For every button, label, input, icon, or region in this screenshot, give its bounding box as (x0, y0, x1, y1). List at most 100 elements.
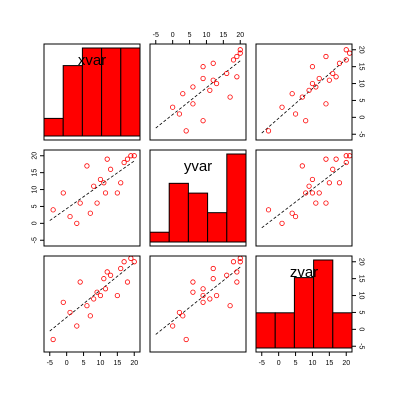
data-point (190, 279, 196, 285)
data-point (323, 53, 329, 60)
x-tick-label: 15 (113, 360, 121, 367)
data-point (114, 190, 120, 196)
data-point (121, 259, 127, 265)
data-point (313, 84, 319, 90)
panel-yvar-vs-zvar (255, 149, 353, 247)
data-point (170, 323, 176, 329)
data-point (343, 159, 349, 166)
data-point (343, 153, 349, 159)
x-tick-label: 20 (130, 360, 138, 367)
regression-line-xvar-vs-yvar (155, 60, 241, 129)
y-tick-label: 10 (358, 80, 365, 88)
y-tick-label: 5 (32, 204, 39, 208)
axes: -5 0 5 10 15 20 -5 0 5 10 15 20 -5 0 5 10 15 20 -5 0 5 10 15 20… (32, 32, 365, 367)
panel-content (49, 153, 137, 226)
variable-label-zvar: zvar (290, 264, 318, 281)
x-tick-label: 5 (294, 360, 298, 367)
data-point (190, 84, 196, 90)
data-point (313, 200, 319, 206)
data-point (84, 163, 90, 169)
histogram-bar-zvar-1 (274, 312, 295, 349)
data-point (200, 64, 206, 70)
panel-frame (149, 149, 247, 247)
data-point (101, 276, 107, 282)
data-point (77, 279, 83, 285)
data-point (176, 111, 183, 117)
data-point (170, 104, 176, 110)
regression-line-zvar-vs-yvar (155, 266, 241, 335)
data-point (200, 75, 206, 82)
panel-xvar-vs-zvar (255, 43, 353, 141)
data-point (309, 64, 316, 70)
x-tick-label: -5 (259, 360, 265, 367)
data-point (180, 91, 186, 97)
variable-label-yvar: yvar (184, 158, 212, 175)
data-point (224, 272, 230, 278)
data-point (237, 47, 243, 53)
panel-content (49, 256, 137, 343)
data-point (190, 289, 196, 295)
data-point (190, 101, 196, 107)
y-tick-label: 0 (358, 115, 365, 119)
data-point (67, 213, 73, 220)
histogram-bar-zvar-0 (256, 312, 276, 349)
y-tick-label: -5 (358, 131, 365, 137)
data-point (87, 210, 93, 216)
data-point (347, 50, 352, 56)
data-point (131, 259, 137, 265)
data-point (183, 336, 189, 343)
x-tick-label: 5 (82, 360, 86, 367)
data-point (309, 176, 316, 183)
data-point (213, 80, 220, 87)
panel-xvar-vs-xvar: xvar (43, 43, 141, 141)
y-tick-label: 15 (32, 169, 39, 177)
data-point (210, 276, 216, 282)
data-point (303, 190, 309, 196)
panel-frame (255, 43, 353, 141)
data-point (333, 74, 339, 80)
data-point (97, 176, 104, 183)
histogram-bar-xvar-1 (62, 65, 83, 137)
data-point (299, 163, 305, 169)
data-point (128, 256, 134, 261)
data-point (330, 70, 336, 77)
data-point (333, 156, 339, 162)
x-tick-label: 10 (97, 360, 105, 367)
x-tick-label: 15 (219, 32, 227, 39)
x-tick-label: 15 (325, 360, 333, 367)
histogram-bar-zvar-3 (313, 259, 334, 349)
y-tick-label: 15 (358, 63, 365, 71)
data-point (309, 80, 316, 87)
panel-content (155, 256, 243, 343)
data-point (279, 220, 285, 226)
x-tick-label: 20 (236, 32, 244, 39)
data-point (74, 220, 80, 226)
data-point (50, 336, 56, 343)
data-point (289, 91, 295, 97)
data-point (200, 118, 206, 124)
y-tick-label: 0 (358, 327, 365, 331)
panel-frame (43, 255, 141, 353)
panel-frame (43, 149, 141, 247)
data-point (104, 156, 110, 162)
histogram-bar-yvar-2 (187, 192, 209, 243)
data-point (306, 87, 312, 93)
panel-yvar-vs-yvar: yvar (149, 149, 247, 247)
data-point (326, 180, 332, 186)
panel-yvar-vs-xvar (43, 149, 141, 247)
data-point (343, 47, 349, 53)
data-point (91, 296, 97, 302)
y-tick-label: -5 (358, 343, 365, 349)
data-point (114, 292, 120, 299)
panel-frame (255, 149, 353, 247)
y-tick-label: 20 (358, 46, 365, 54)
panel-zvar-vs-yvar (149, 255, 247, 353)
data-point (289, 210, 295, 216)
histogram-bar-yvar-4 (226, 153, 246, 243)
histogram-bar-zvar-2 (293, 277, 315, 349)
data-point (128, 153, 134, 159)
panel-content (256, 259, 352, 349)
panel-content (261, 47, 352, 134)
data-point (234, 269, 240, 275)
x-tick-label: 20 (342, 360, 350, 367)
